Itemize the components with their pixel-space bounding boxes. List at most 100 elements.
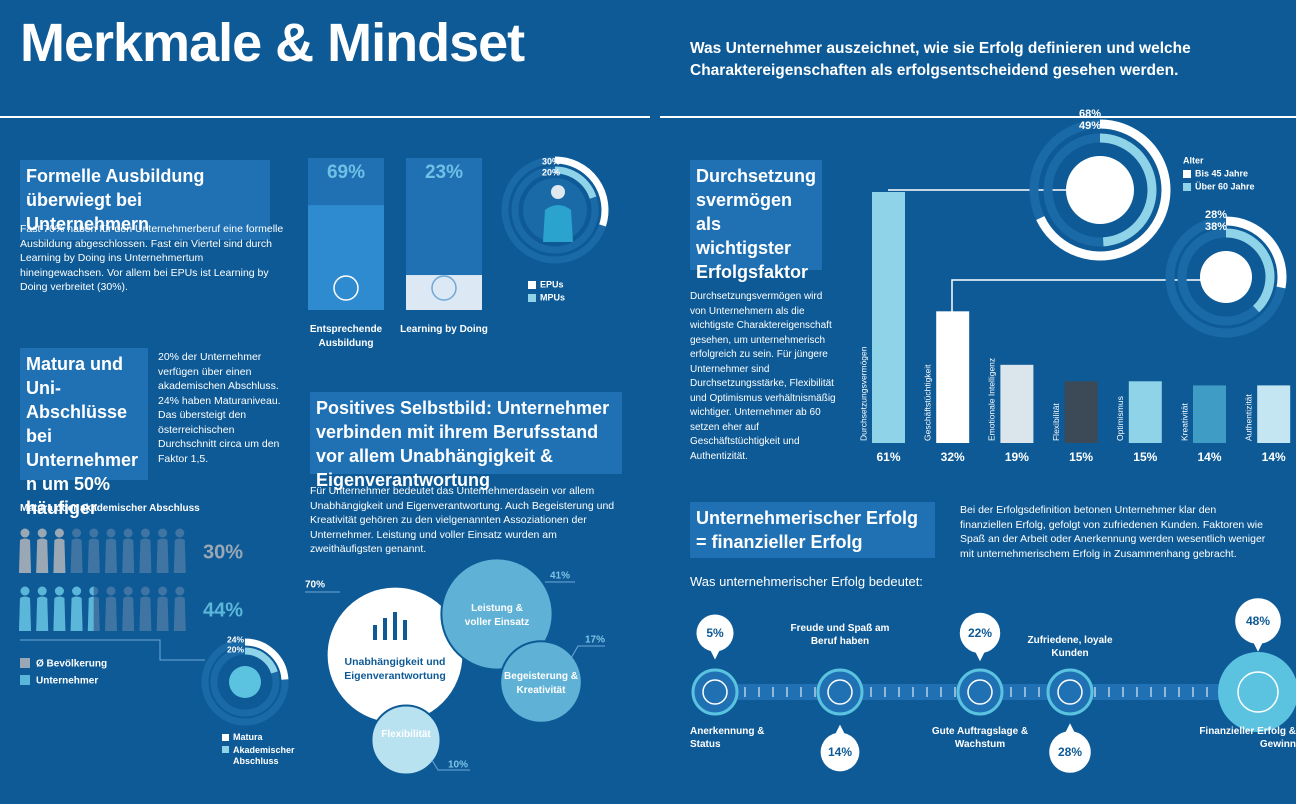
page-subtitle: Was Unternehmer auszeichnet, wie sie Erf…: [690, 40, 1191, 79]
icon: [431, 275, 457, 301]
value-label: 69%: [327, 162, 365, 183]
person-head: [37, 528, 47, 538]
category-label: Kreativität: [1179, 403, 1189, 441]
section-text: Bei der Erfolgsdefinition betonen Untern…: [960, 504, 1266, 560]
person-body: [139, 538, 152, 573]
section-heading: Matura und Uni-Abschlüsse bei Unternehme…: [20, 348, 148, 518]
bubble-value: 17%: [585, 635, 605, 646]
person-body: [122, 538, 135, 573]
person-body: [19, 538, 31, 573]
ring-core: [229, 666, 261, 698]
person-head: [551, 185, 565, 199]
person-body: [19, 596, 31, 631]
ring-arc: [1036, 119, 1171, 261]
badge-pointer: [975, 651, 985, 662]
bar: [1064, 381, 1098, 443]
badge: [820, 732, 860, 772]
item-icon-inner: [967, 679, 993, 705]
legend-label: Unternehmer: [36, 676, 98, 687]
bubble-value: 10%: [448, 760, 468, 771]
person-head: [140, 528, 150, 538]
bar: [308, 205, 384, 310]
bubble-value: 70%: [305, 580, 325, 591]
subheading: Was unternehmerischer Erfolg bedeutet:: [690, 574, 923, 589]
legend-swatch: [1183, 170, 1191, 178]
value-label: 15%: [1069, 450, 1093, 464]
bubble-label: Leistung & voller Einsatz: [464, 603, 530, 628]
pictogram-title: Matura oder akademischer Abschluss: [20, 503, 200, 514]
connector: [951, 279, 1225, 323]
ring-arc: [1099, 133, 1157, 247]
badge: [1049, 731, 1091, 773]
person-body: [87, 538, 100, 573]
ring-core: [1200, 251, 1252, 303]
badge: [959, 612, 1001, 654]
ring-core: [1066, 156, 1134, 224]
bubble-label: Begeisterung & Kreativität: [504, 671, 578, 696]
category-label: Learning by Doing: [400, 324, 488, 335]
legend-title: Alter: [1183, 155, 1204, 165]
item-label: Zufriedene, loyale Kunden: [1027, 635, 1113, 659]
item-label: Finanzieller Erfolg & Gewinn: [1199, 726, 1296, 750]
ring-label: 20%: [542, 167, 560, 177]
item-icon: [1046, 668, 1094, 716]
bar: [1257, 385, 1291, 443]
item-label: Gute Auftragslage & Wachstum: [931, 726, 1029, 750]
item-icon: [956, 668, 1004, 716]
badge-value: 22%: [968, 626, 992, 640]
item-icon-inner: [827, 679, 853, 705]
legend-label: EPUs: [540, 279, 564, 289]
bar: [1000, 364, 1034, 443]
category-label: Authentizität: [1243, 394, 1253, 441]
person-body: [105, 596, 117, 631]
value-label: 61%: [876, 450, 900, 464]
person-body: [53, 596, 66, 631]
pictogram-highlight: [19, 528, 66, 573]
legend-label: Akademischer Abschluss: [233, 745, 295, 766]
person-body: [36, 596, 49, 631]
badge-pointer: [1065, 723, 1075, 734]
person-head: [123, 528, 133, 538]
ring-label: 28%: [1205, 209, 1227, 221]
badge: [696, 614, 734, 652]
ring-arc: [554, 166, 597, 199]
bracket: [20, 639, 205, 661]
section-text: Für Unternehmer bedeutet das Unternehmer…: [310, 485, 615, 555]
page-title: Merkmale & Mindset: [20, 13, 525, 73]
badge-pointer: [710, 649, 720, 660]
pictogram-value: 30%: [203, 541, 243, 563]
bubble-value: 41%: [550, 571, 570, 582]
value-label: 19%: [1005, 450, 1029, 464]
item-icon: [1218, 652, 1296, 732]
ring-label: 30%: [542, 156, 560, 166]
legend-label: Bis 45 Jahre: [1195, 168, 1248, 178]
person-head: [106, 586, 116, 596]
person-head: [54, 586, 64, 596]
leader-line: [569, 645, 605, 661]
ring-label: 38%: [1205, 221, 1227, 233]
legend-swatch: [222, 746, 229, 753]
section-text: Fast 70% haben für den Unternehmerberuf …: [20, 223, 284, 293]
icon: [373, 612, 407, 640]
legend-swatch: [528, 281, 536, 289]
ring-label: 20%: [227, 644, 244, 654]
person-head: [158, 586, 168, 596]
person-head: [158, 528, 168, 538]
person-head: [140, 586, 150, 596]
badge: [1235, 598, 1281, 644]
section-heading: Unternehmerischer Erfolg = finanzieller …: [690, 502, 935, 558]
bubble: [499, 640, 583, 724]
section-heading: Positives Selbstbild: Unternehmer verbin…: [310, 392, 622, 490]
person-body: [122, 596, 135, 631]
section-text: 20% der Unternehmer verfügen über einen …: [158, 351, 281, 465]
person-body: [156, 538, 169, 573]
badge-value: 48%: [1246, 614, 1270, 628]
bubble-label: Flexibilität: [381, 729, 431, 740]
value-label: 14%: [1197, 450, 1221, 464]
item-icon-inner: [1057, 679, 1083, 705]
category-label: Geschäftstüchtigkeit: [922, 364, 932, 441]
value-label: 14%: [1262, 450, 1286, 464]
value-label: 23%: [425, 162, 463, 183]
